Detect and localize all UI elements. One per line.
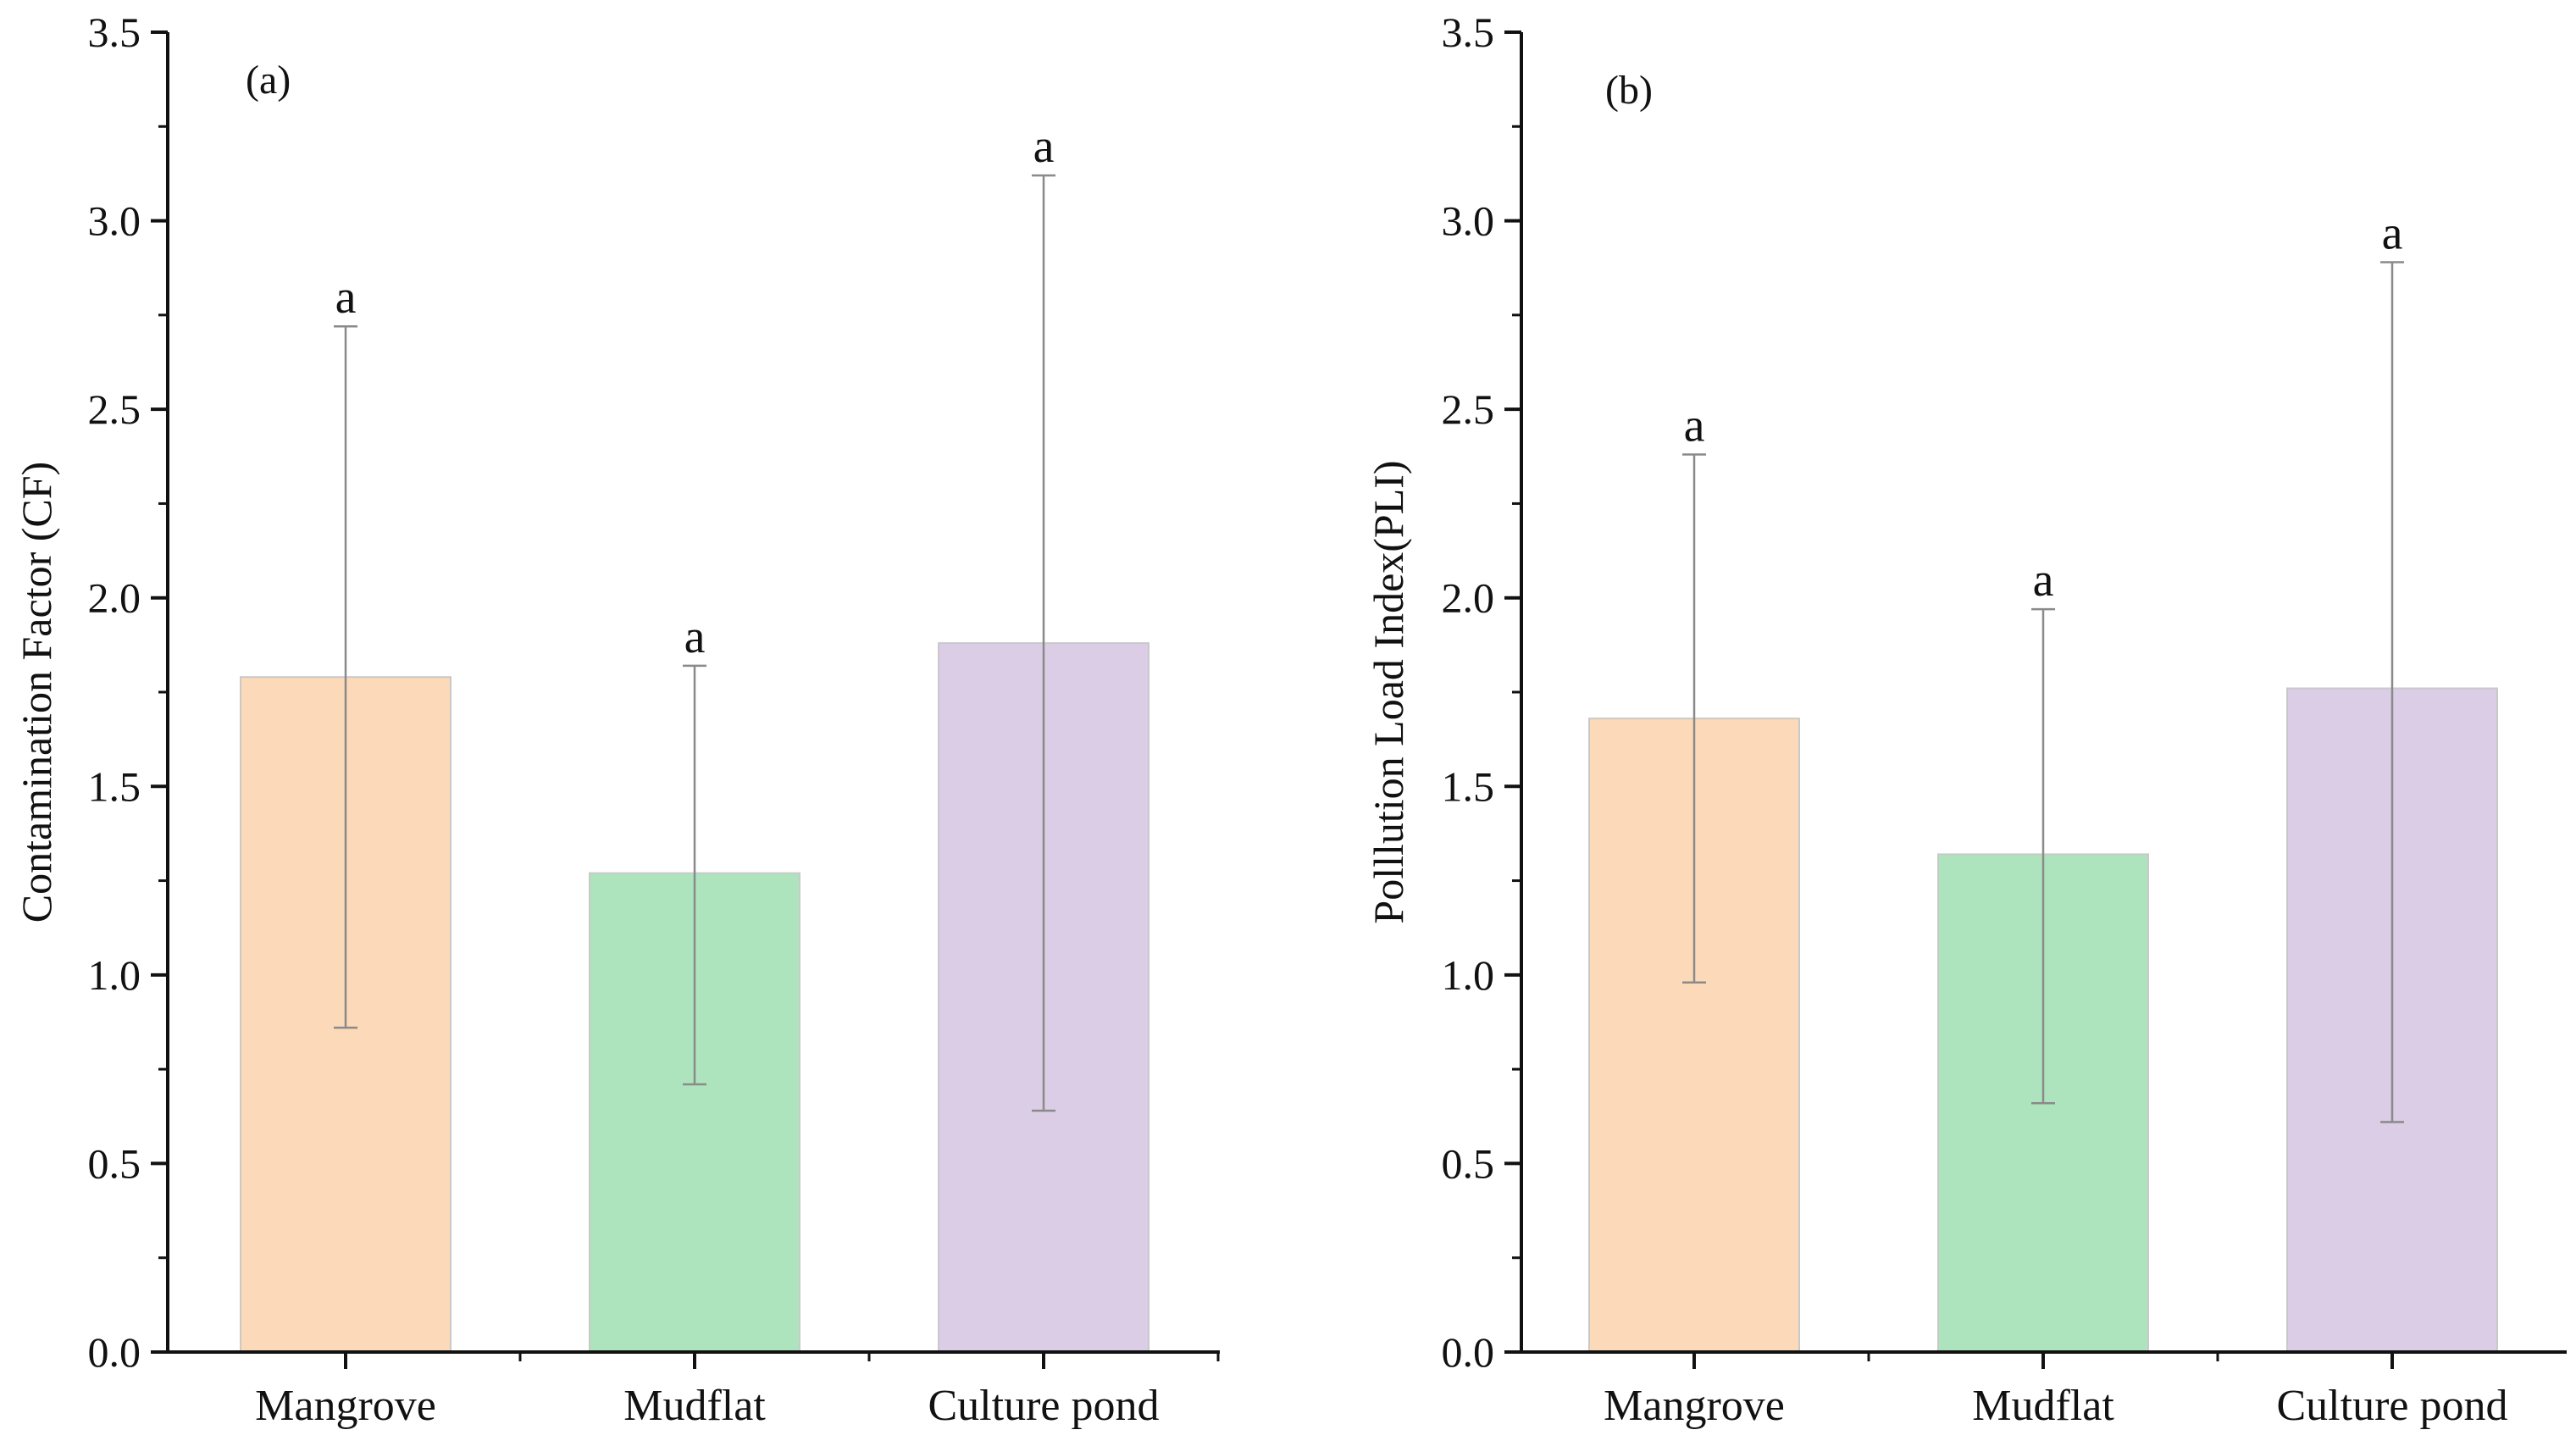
chart-panel-a: a a a 0.0 0.5 1.0 1.5 2.0 2.5 3.0 3.5 Mangrove Mudfl… [13,8,1220,1430]
y-tick-label: 2.0 [1442,574,1495,622]
y-tick-label: 0.5 [88,1139,141,1187]
y-tick-label: 1.5 [1442,762,1495,810]
y-tick-label: 2.0 [88,574,141,622]
chart-panel-b: a a a 0.0 0.5 1.0 1.5 2.0 2.5 3.0 3.5 Mangrove Mudfl… [1365,8,2567,1430]
significance-label: a [335,271,357,324]
significance-label: a [684,611,706,663]
error-bar-mangrove [334,324,357,1029]
y-tick-label: 0.0 [1442,1328,1495,1376]
y-tick-label: 0.0 [88,1328,141,1376]
error-bar-culture-pond [1032,174,1055,1112]
y-tick-label: 1.5 [88,762,141,810]
y-tick-label: 3.5 [1442,8,1495,56]
x-tick-label: Mangrove [255,1382,436,1430]
x-tick-label: Mudflat [1972,1382,2114,1430]
y-axis-title: Polllution Load Index(PLI) [1365,460,1412,923]
x-tick-label: Mangrove [1604,1382,1785,1430]
error-bar-mudflat [683,664,706,1086]
panel-label: (a) [246,58,291,103]
x-tick-label: Mudflat [623,1382,766,1430]
y-tick-label: 3.0 [88,197,141,245]
x-tick-label: Culture pond [2277,1382,2508,1430]
significance-label: a [1684,400,1705,452]
y-tick-label: 3.5 [88,8,141,56]
significance-label: a [2382,208,2403,260]
panel-label: (b) [1605,68,1653,113]
y-tick-label: 1.0 [1442,951,1495,999]
y-tick-label: 1.0 [88,951,141,999]
y-axis-title: Contamination Factor (CF) [13,462,60,923]
significance-label: a [2033,554,2054,607]
y-tick-label: 0.5 [1442,1139,1495,1187]
y-tick-label: 2.5 [88,385,141,433]
error-bar-mangrove [1682,453,1706,984]
x-tick-label: Culture pond [928,1382,1160,1430]
error-bar-culture-pond [2380,261,2404,1123]
significance-label: a [1033,120,1055,173]
y-tick-label: 2.5 [1442,385,1495,433]
y-tick-label: 3.0 [1442,197,1495,245]
error-bar-mudflat [2031,607,2055,1105]
